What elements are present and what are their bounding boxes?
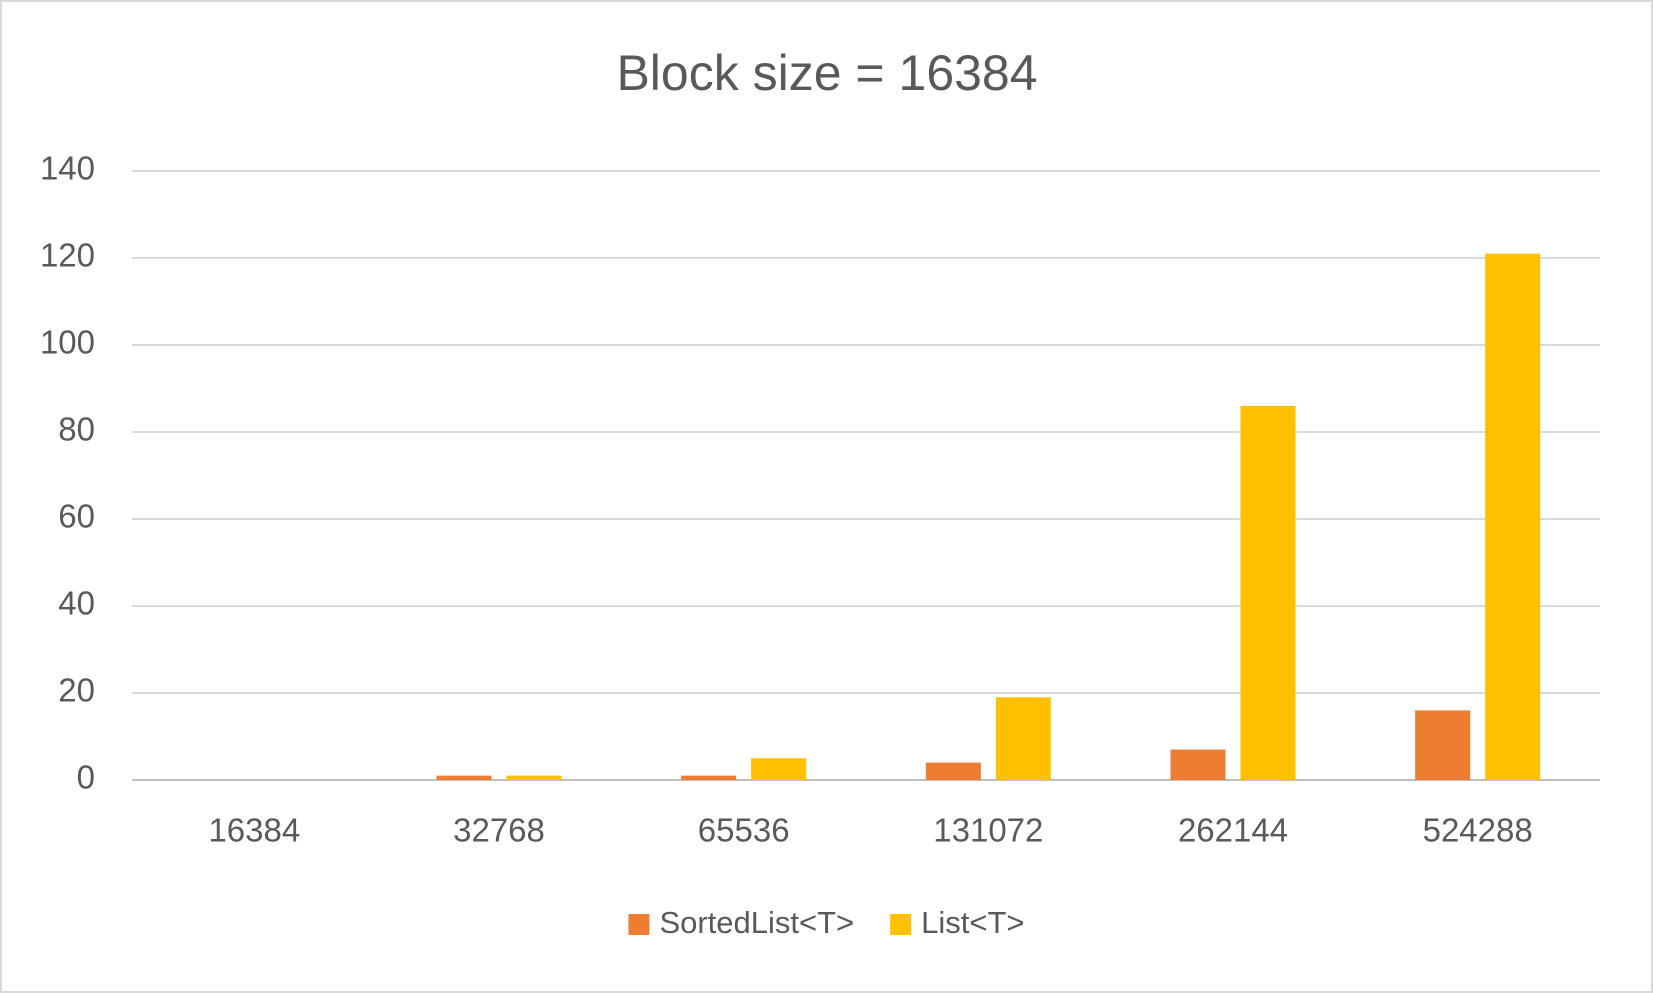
bar [1415,710,1471,780]
bar [751,758,807,780]
y-tick-label: 20 [58,672,95,709]
legend-label: List<T> [921,905,1024,940]
x-tick-label: 65536 [698,812,790,849]
bar [1240,405,1296,780]
x-tick-label: 32768 [453,812,545,849]
bar [1170,749,1226,780]
x-tick-label: 524288 [1423,812,1533,849]
legend-swatch [628,914,650,935]
bar [995,697,1051,780]
x-tick-label: 262144 [1178,812,1288,849]
y-tick-label: 120 [40,237,95,274]
bar [506,775,562,780]
x-tick-label: 16384 [208,812,300,849]
y-tick-label: 140 [40,150,95,187]
bar [436,775,492,780]
bar [681,775,737,780]
legend-swatch [890,914,912,935]
y-tick-label: 60 [58,498,95,535]
y-tick-label: 100 [40,324,95,361]
bar [925,762,981,780]
legend-label: SortedList<T> [659,905,854,940]
bar [1485,253,1541,780]
y-tick-label: 40 [58,585,95,622]
chart-title: Block size = 16384 [616,45,1037,101]
x-tick-label: 131072 [933,812,1043,849]
y-tick-label: 80 [58,411,95,448]
y-tick-label: 0 [77,759,95,796]
